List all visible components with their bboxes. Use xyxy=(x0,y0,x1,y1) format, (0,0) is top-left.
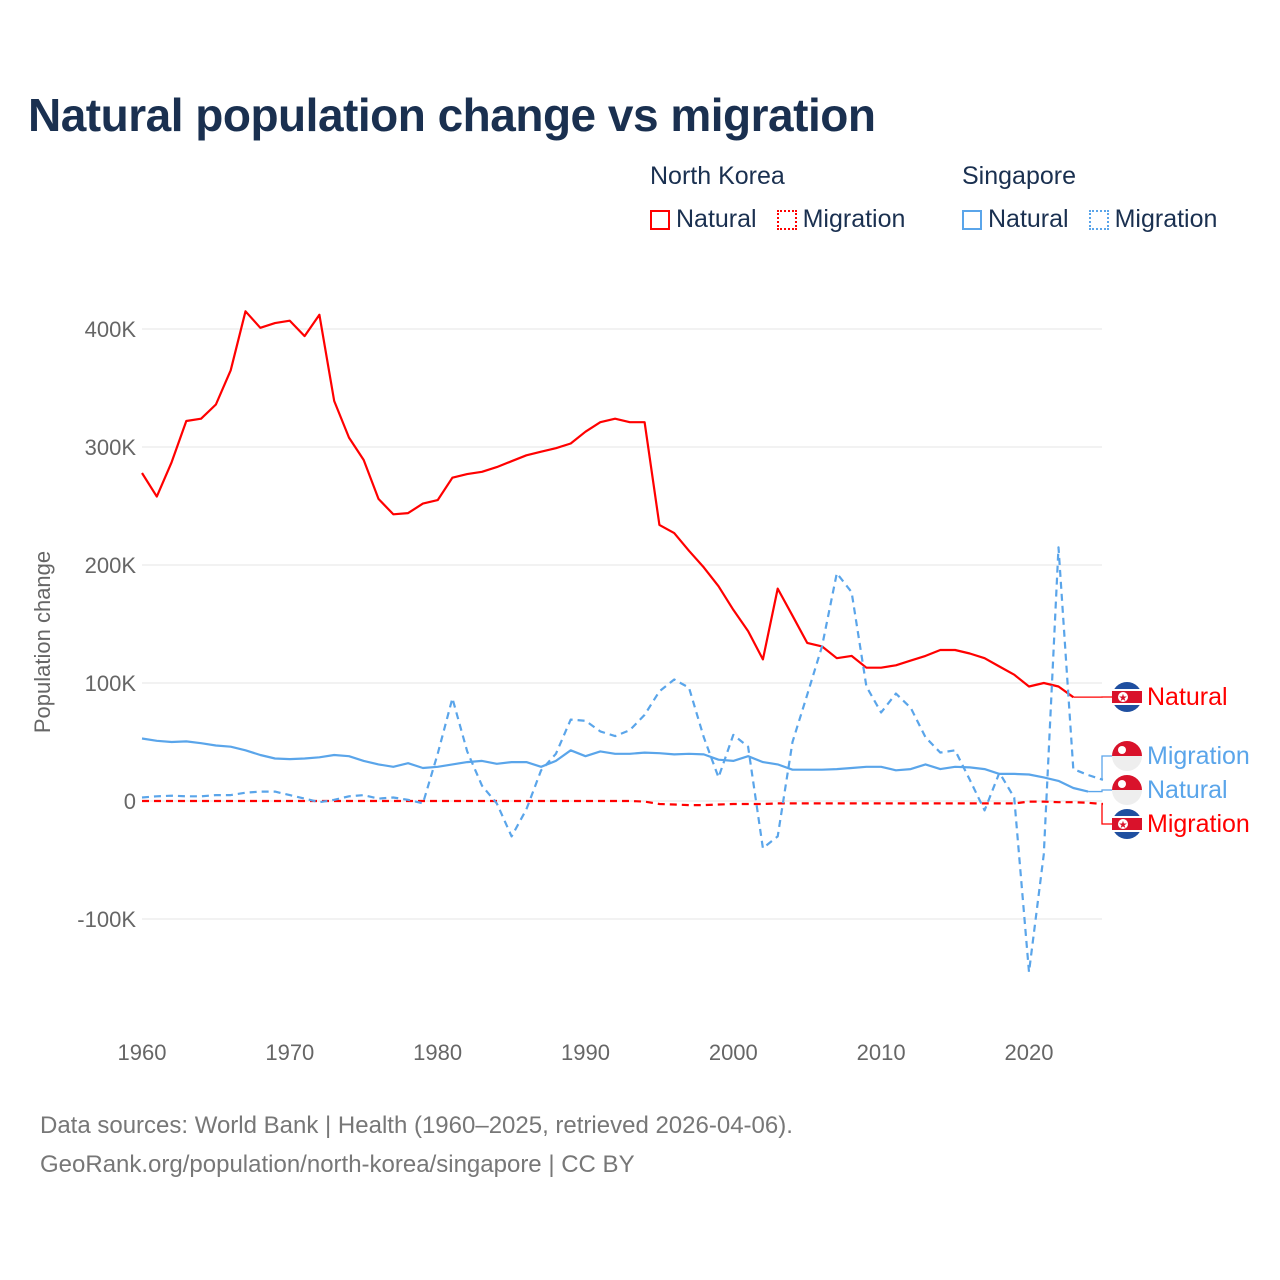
y-tick-label: 400K xyxy=(85,317,137,342)
end-label: Natural xyxy=(1147,683,1228,711)
y-tick-label: 300K xyxy=(85,435,137,460)
series-line-north-korea-natural xyxy=(141,310,1074,699)
x-tick-label: 1990 xyxy=(561,1040,610,1065)
legend-swatch-solid xyxy=(650,209,670,230)
flag-crescent xyxy=(1118,746,1126,754)
legend-item-nk-migration[interactable]: Migration xyxy=(776,205,906,234)
x-tick-label: 1960 xyxy=(118,1040,167,1065)
series-line-north-korea-migration xyxy=(142,799,1103,807)
x-tick-label: 1970 xyxy=(265,1040,314,1065)
label-connector xyxy=(1088,789,1114,793)
legend-swatch-dotted xyxy=(776,209,797,230)
end-label: Migration xyxy=(1147,742,1250,770)
series-line-singapore-natural xyxy=(141,737,1089,793)
y-axis-label: Population change xyxy=(30,551,55,733)
legend-group-north-korea: North Korea Natural Migration xyxy=(650,162,905,234)
y-tick-label: -100K xyxy=(77,907,136,932)
flag-stripe xyxy=(1112,775,1142,790)
legend-swatch-dotted xyxy=(1088,209,1109,230)
legend-item-sg-migration[interactable]: Migration xyxy=(1088,205,1218,234)
label-connector xyxy=(1101,803,1114,825)
legend-item-nk-natural[interactable]: Natural xyxy=(650,205,757,234)
x-tick-label: 1980 xyxy=(413,1040,462,1065)
x-tick-label: 2010 xyxy=(857,1040,906,1065)
chart-title: Natural population change vs migration xyxy=(28,89,876,141)
footer: Data sources: World Bank | Health (1960–… xyxy=(40,1106,793,1184)
x-tick-label: 2020 xyxy=(1005,1040,1054,1065)
source-link[interactable]: GeoRank.org/population/north-korea/singa… xyxy=(40,1151,635,1178)
flag-stripe xyxy=(1112,741,1142,756)
line-chart: -100K 0 100K 200K 300K 400K 1960 1970 1980 1990 20… xyxy=(30,310,1250,1065)
legend-label: Natural xyxy=(676,205,757,233)
flag-crescent xyxy=(1118,780,1126,788)
x-tick-label: 2000 xyxy=(709,1040,758,1065)
flag-disc xyxy=(1118,819,1128,829)
legend-group-name: Singapore xyxy=(962,162,1076,190)
series-line-singapore-migration xyxy=(141,546,1104,974)
label-connector xyxy=(1101,755,1114,781)
flag-disc xyxy=(1118,692,1128,702)
legend-label: Migration xyxy=(1114,205,1218,233)
flag-star-icon: ★ xyxy=(1119,693,1128,704)
legend-item-sg-natural[interactable]: Natural xyxy=(962,205,1069,234)
legend-group-singapore: Singapore Natural Migration xyxy=(962,162,1217,234)
legend-group-name: North Korea xyxy=(650,162,785,190)
y-tick-label: 0 xyxy=(124,789,136,814)
legend-swatch-solid xyxy=(962,209,982,230)
data-source-note: Data sources: World Bank | Health (1960–… xyxy=(40,1112,793,1139)
y-tick-label: 200K xyxy=(85,553,137,578)
y-tick-label: 100K xyxy=(85,671,137,696)
legend-label: Natural xyxy=(988,205,1069,233)
flag-star-icon: ★ xyxy=(1119,820,1128,831)
legend-label: Migration xyxy=(802,205,906,233)
end-label: Migration xyxy=(1147,810,1250,838)
end-label: Natural xyxy=(1147,776,1228,804)
